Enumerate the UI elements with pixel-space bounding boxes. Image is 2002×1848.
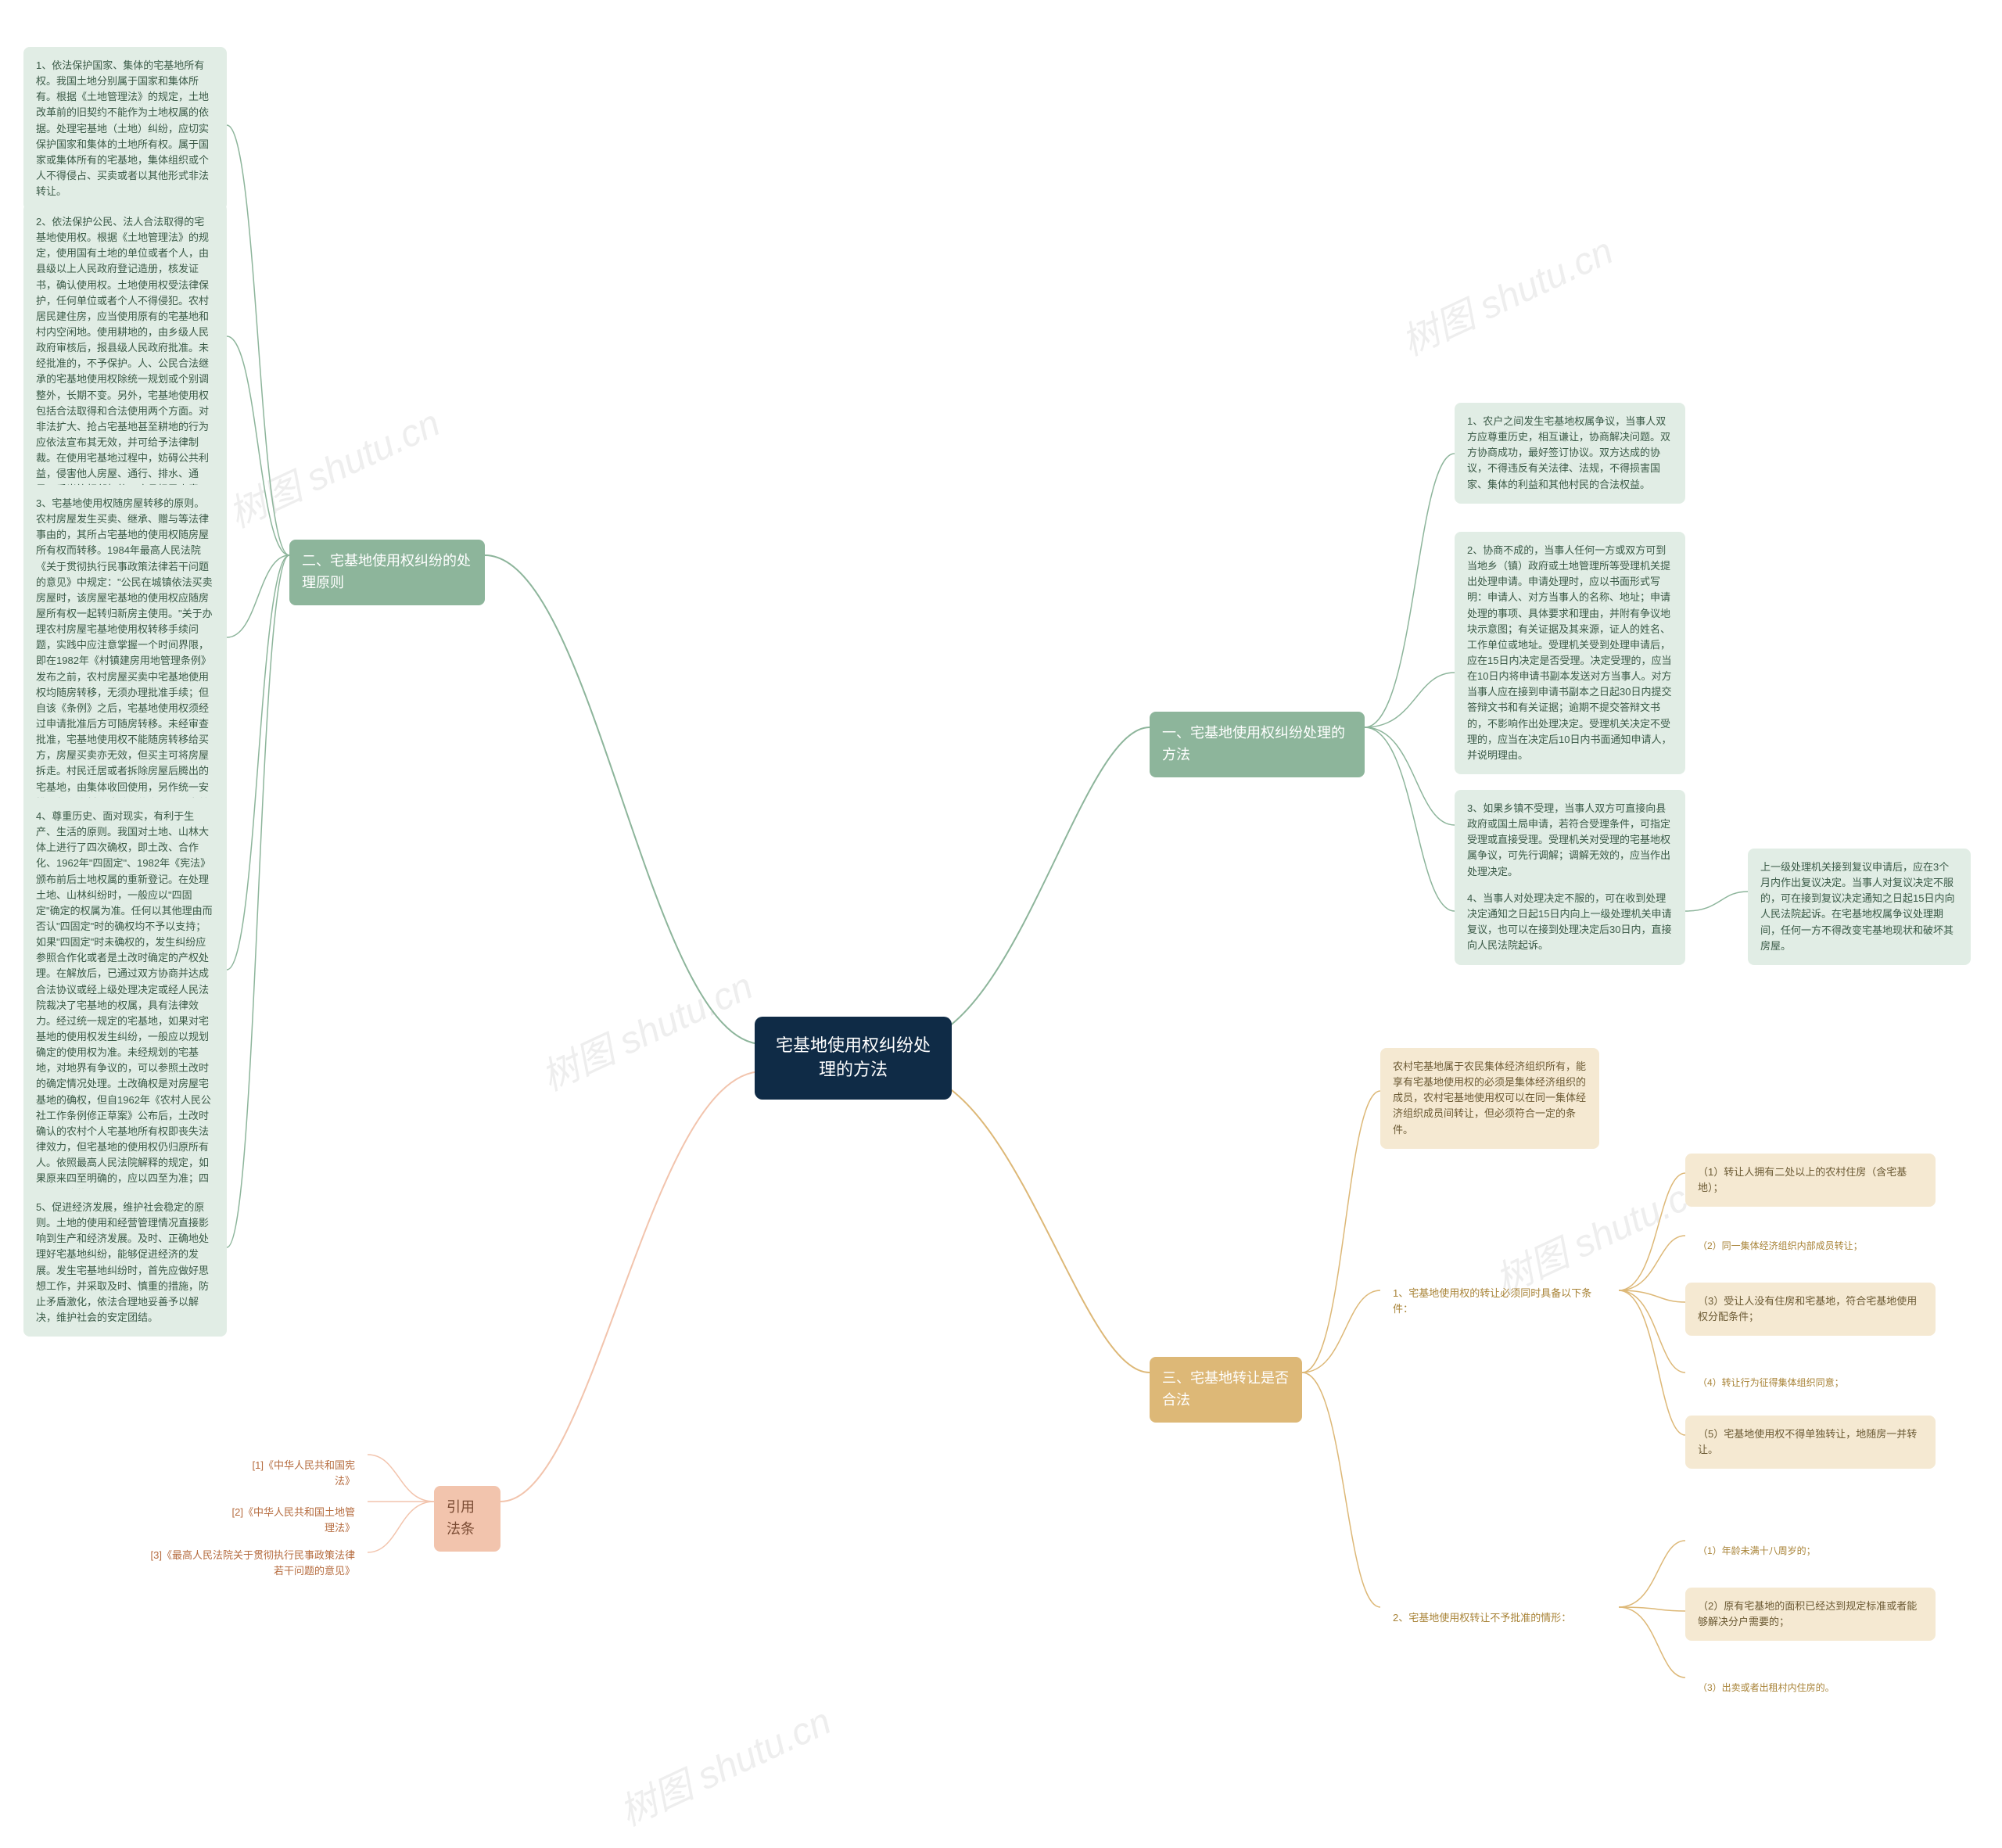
branch3-title: 三、宅基地转让是否合法 bbox=[1150, 1357, 1302, 1423]
watermark: 树图 shutu.cn bbox=[531, 956, 760, 1101]
branch4-item-1: [1]《中华人民共和国宪法》 bbox=[235, 1447, 368, 1500]
branch4-item-3: [3]《最高人民法院关于贯彻执行民事政策法律若干问题的意见》 bbox=[133, 1537, 368, 1590]
branch4-title: 引用法条 bbox=[434, 1486, 500, 1552]
branch3-cond1: 1、宅基地使用权的转让必须同时具备以下条件： bbox=[1380, 1275, 1619, 1328]
branch2-leaf-3: 3、宅基地使用权随房屋转移的原则。农村房屋发生买卖、继承、赠与等法律事由的，其所… bbox=[23, 485, 227, 838]
branch1-leaf-1: 1、农户之间发生宅基地权属争议，当事人双方应尊重历史，相互谦让，协商解决问题。双… bbox=[1455, 403, 1685, 504]
branch1-sub: 上一级处理机关接到复议申请后，应在3个月内作出复议决定。当事人对复议决定不服的，… bbox=[1748, 849, 1971, 965]
branch3-cond1-1: （1）转让人拥有二处以上的农村住房（含宅基地）； bbox=[1685, 1154, 1936, 1207]
watermark: 树图 shutu.cn bbox=[609, 1691, 838, 1836]
branch1-leaf-2: 2、协商不成的，当事人任何一方或双方可到当地乡（镇）政府或土地管理所等受理机关提… bbox=[1455, 532, 1685, 774]
branch3-cond2-3: （3）出卖或者出租村内住房的。 bbox=[1685, 1670, 1936, 1706]
watermark: 树图 shutu.cn bbox=[218, 393, 447, 538]
branch3-cond2: 2、宅基地使用权转让不予批准的情形： bbox=[1380, 1599, 1619, 1637]
branch3-cond1-5: （5）宅基地使用权不得单独转让，地随房一并转让。 bbox=[1685, 1416, 1936, 1469]
watermark: 树图 shutu.cn bbox=[1391, 221, 1620, 366]
branch1-leaf-3: 3、如果乡镇不受理，当事人双方可直接向县政府或国土局申请，若符合受理条件，可指定… bbox=[1455, 790, 1685, 891]
branch2-leaf-2: 2、依法保护公民、法人合法取得的宅基地使用权。根据《土地管理法》的规定，使用国有… bbox=[23, 203, 227, 525]
center-node: 宅基地使用权纠纷处理的方法 bbox=[755, 1017, 952, 1100]
branch3-cond1-3: （3）受让人没有住房和宅基地，符合宅基地使用权分配条件； bbox=[1685, 1283, 1936, 1336]
branch3-cond2-2: （2）原有宅基地的面积已经达到规定标准或者能够解决分户需要的； bbox=[1685, 1588, 1936, 1641]
branch2-title: 二、宅基地使用权纠纷的处理原则 bbox=[289, 540, 485, 605]
branch3-intro: 农村宅基地属于农民集体经济组织所有，能享有宅基地使用权的必须是集体经济组织的成员… bbox=[1380, 1048, 1599, 1149]
branch3-cond1-4: （4）转让行为征得集体组织同意； bbox=[1685, 1365, 1936, 1401]
branch3-cond1-2: （2）同一集体经济组织内部成员转让； bbox=[1685, 1228, 1936, 1265]
branch2-leaf-1: 1、依法保护国家、集体的宅基地所有权。我国土地分别属于国家和集体所有。根据《土地… bbox=[23, 47, 227, 210]
branch2-leaf-4: 4、尊重历史、面对现实，有利于生产、生活的原则。我国对土地、山林大体上进行了四次… bbox=[23, 798, 227, 1245]
branch1-leaf-4: 4、当事人对处理决定不服的，可在收到处理决定通知之日起15日内向上一级处理机关申… bbox=[1455, 880, 1685, 965]
branch2-leaf-5: 5、促进经济发展，维护社会稳定的原则。土地的使用和经营管理情况直接影响到生产和经… bbox=[23, 1189, 227, 1337]
branch1-title: 一、宅基地使用权纠纷处理的方法 bbox=[1150, 712, 1365, 777]
branch3-cond2-1: （1）年龄未满十八周岁的； bbox=[1685, 1533, 1936, 1570]
